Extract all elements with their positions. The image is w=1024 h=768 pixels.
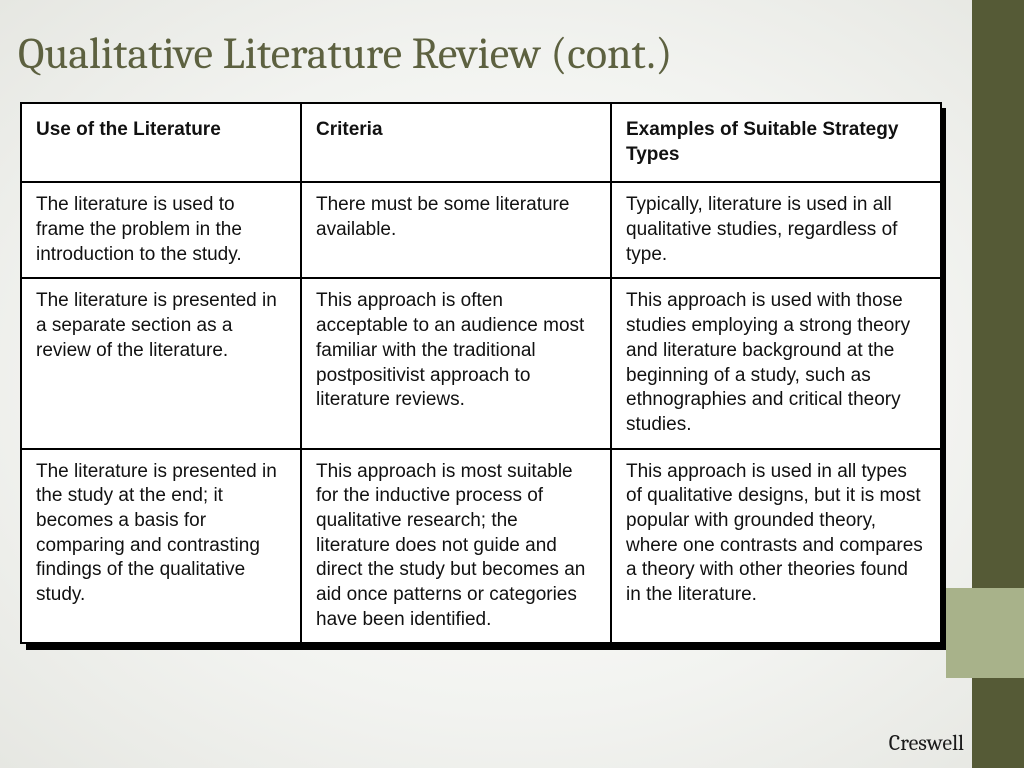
cell-examples: This approach is used in all types of qu… [611, 449, 941, 644]
cell-examples: This approach is used with those studies… [611, 278, 941, 448]
col-header-use: Use of the Literature [21, 103, 301, 182]
table-row: The literature is presented in the study… [21, 449, 941, 644]
table-row: The literature is presented in a separat… [21, 278, 941, 448]
cell-criteria: This approach is often acceptable to an … [301, 278, 611, 448]
attribution-text: Creswell [889, 730, 964, 756]
cell-use: The literature is presented in a separat… [21, 278, 301, 448]
cell-use: The literature is presented in the study… [21, 449, 301, 644]
literature-table: Use of the Literature Criteria Examples … [20, 102, 942, 644]
cell-examples: Typically, literature is used in all qua… [611, 182, 941, 278]
literature-table-container: Use of the Literature Criteria Examples … [20, 102, 940, 644]
cell-criteria: This approach is most suitable for the i… [301, 449, 611, 644]
slide-title: Qualitative Literature Review (cont.) [18, 28, 672, 79]
table-header-row: Use of the Literature Criteria Examples … [21, 103, 941, 182]
table-row: The literature is used to frame the prob… [21, 182, 941, 278]
col-header-examples: Examples of Suitable Strategy Types [611, 103, 941, 182]
col-header-criteria: Criteria [301, 103, 611, 182]
cell-criteria: There must be some literature available. [301, 182, 611, 278]
cell-use: The literature is used to frame the prob… [21, 182, 301, 278]
side-accent-block [946, 588, 1024, 678]
